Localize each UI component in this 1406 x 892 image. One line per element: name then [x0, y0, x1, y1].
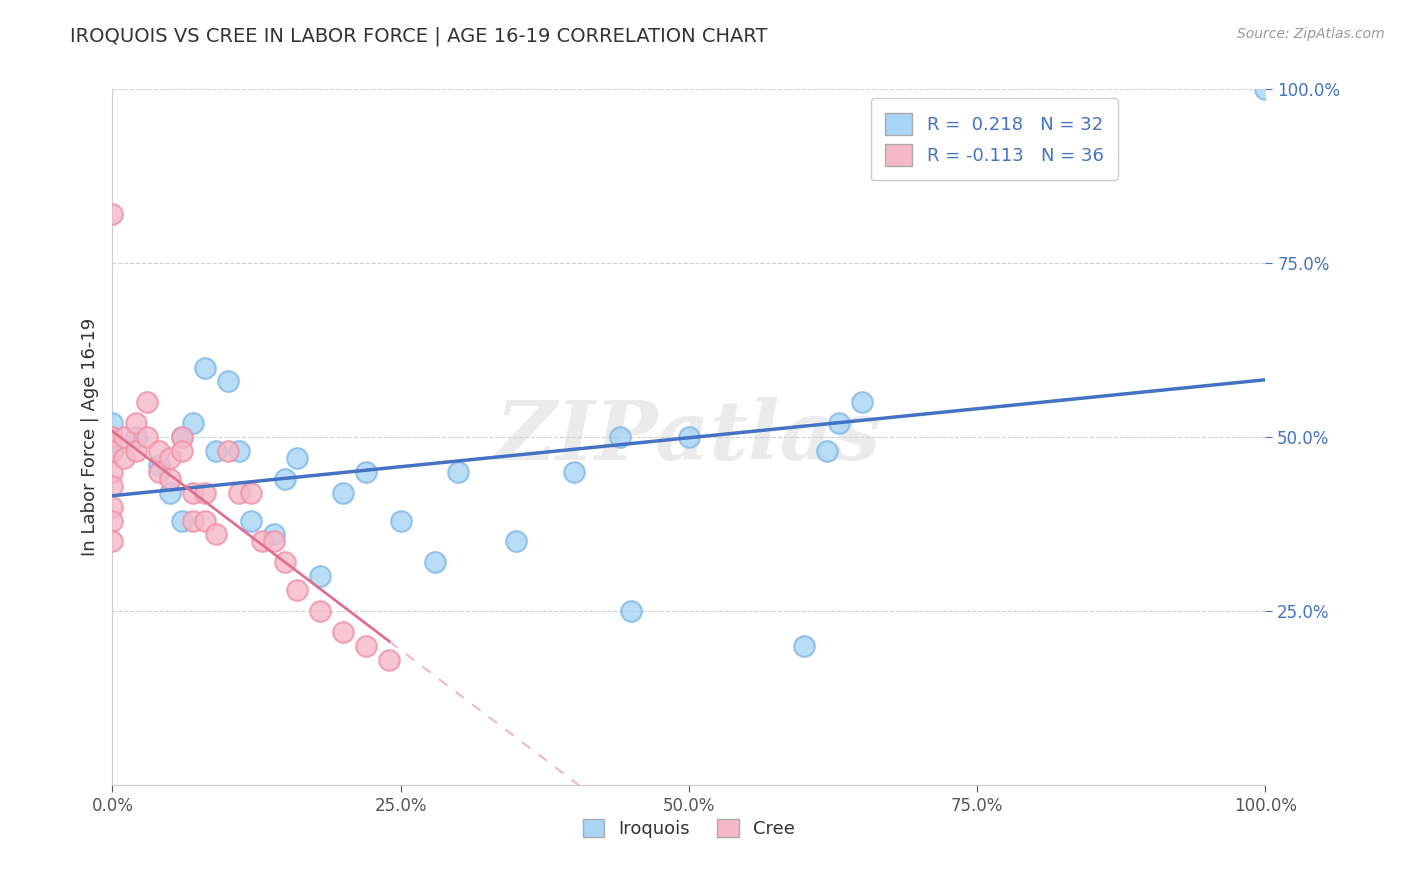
- Text: ZIPatlas: ZIPatlas: [496, 397, 882, 477]
- Point: [170, 444, 193, 458]
- Legend: Iroquois, Cree: Iroquois, Cree: [575, 812, 803, 846]
- Point: [194, 360, 217, 375]
- Point: [181, 416, 204, 430]
- Point: [851, 395, 873, 409]
- Point: [239, 485, 262, 500]
- Point: [170, 514, 193, 528]
- Point: [562, 465, 585, 479]
- Point: [815, 444, 838, 458]
- Point: [285, 583, 308, 598]
- Point: [217, 444, 239, 458]
- Point: [136, 430, 159, 444]
- Point: [620, 604, 643, 618]
- Point: [194, 485, 217, 500]
- Point: [505, 534, 527, 549]
- Point: [228, 485, 250, 500]
- Text: IROQUOIS VS CREE IN LABOR FORCE | AGE 16-19 CORRELATION CHART: IROQUOIS VS CREE IN LABOR FORCE | AGE 16…: [70, 27, 768, 46]
- Point: [101, 444, 124, 458]
- Point: [252, 534, 274, 549]
- Point: [239, 514, 262, 528]
- Point: [205, 444, 228, 458]
- Point: [159, 485, 181, 500]
- Point: [112, 450, 135, 465]
- Point: [101, 207, 124, 221]
- Point: [101, 500, 124, 514]
- Point: [217, 375, 239, 389]
- Point: [263, 527, 285, 541]
- Point: [228, 444, 250, 458]
- Point: [170, 430, 193, 444]
- Point: [124, 444, 146, 458]
- Point: [205, 527, 228, 541]
- Point: [124, 430, 146, 444]
- Text: Source: ZipAtlas.com: Source: ZipAtlas.com: [1237, 27, 1385, 41]
- Point: [1254, 82, 1277, 96]
- Point: [194, 514, 217, 528]
- Point: [170, 430, 193, 444]
- Point: [101, 444, 124, 458]
- Point: [425, 555, 447, 569]
- Point: [101, 430, 124, 444]
- Point: [332, 624, 354, 639]
- Point: [159, 450, 181, 465]
- Point: [285, 450, 308, 465]
- Point: [263, 534, 285, 549]
- Point: [148, 465, 170, 479]
- Point: [354, 639, 377, 653]
- Point: [309, 604, 332, 618]
- Point: [678, 430, 700, 444]
- Point: [124, 416, 146, 430]
- Point: [332, 485, 354, 500]
- Point: [389, 514, 412, 528]
- Point: [101, 514, 124, 528]
- Point: [148, 444, 170, 458]
- Point: [181, 514, 204, 528]
- Point: [101, 465, 124, 479]
- Point: [378, 653, 401, 667]
- Point: [793, 639, 815, 653]
- Point: [309, 569, 332, 583]
- Point: [148, 458, 170, 472]
- Point: [274, 472, 297, 486]
- Point: [136, 395, 159, 409]
- Point: [354, 465, 377, 479]
- Point: [101, 416, 124, 430]
- Point: [447, 465, 470, 479]
- Point: [101, 479, 124, 493]
- Point: [159, 472, 181, 486]
- Point: [101, 534, 124, 549]
- Point: [181, 485, 204, 500]
- Y-axis label: In Labor Force | Age 16-19: In Labor Force | Age 16-19: [80, 318, 98, 557]
- Point: [112, 430, 135, 444]
- Point: [828, 416, 851, 430]
- Point: [609, 430, 631, 444]
- Point: [274, 555, 297, 569]
